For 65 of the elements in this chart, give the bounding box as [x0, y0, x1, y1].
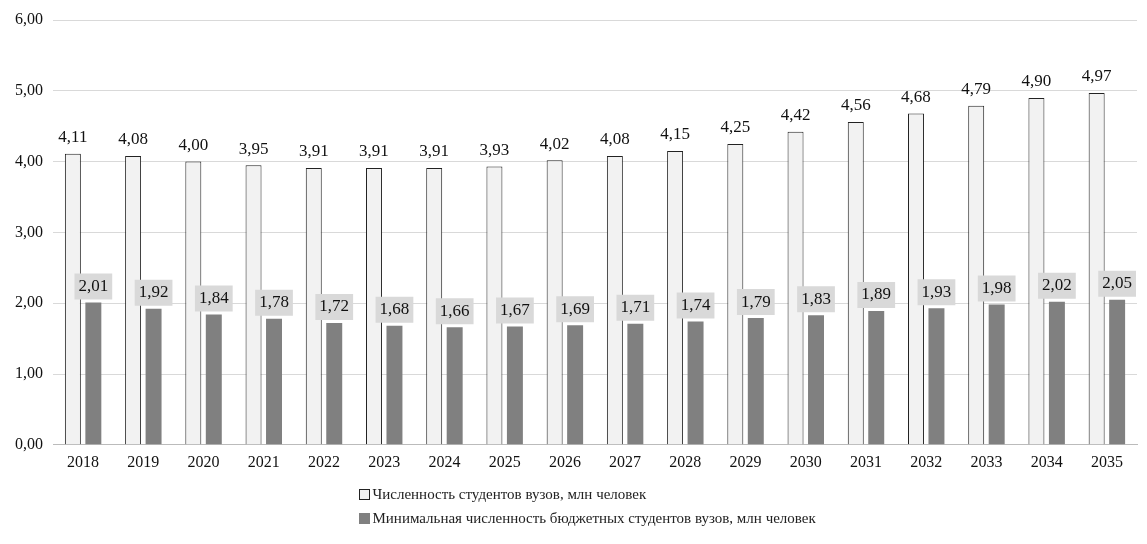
data-label: 4,00 [178, 135, 209, 155]
x-tick-label: 2027 [609, 452, 642, 470]
data-label: 4,97 [1081, 66, 1113, 86]
data-label: 1,93 [921, 281, 952, 301]
data-label: 1,68 [379, 299, 410, 319]
bar [326, 323, 343, 445]
data-label: 1,78 [259, 292, 289, 312]
legend-label: Минимальная численность бюджетных студентов вузов, млн человек [372, 509, 816, 527]
data-label: 3,91 [359, 141, 389, 161]
data-label: 1,89 [861, 284, 892, 304]
x-tick-label: 2025 [488, 452, 521, 470]
data-label: 1,72 [319, 296, 350, 316]
data-label: 1,92 [138, 282, 169, 302]
x-tick-label: 2032 [910, 452, 943, 470]
data-label: 3,93 [479, 140, 510, 160]
data-label: 4,68 [901, 86, 931, 106]
data-label: 1,98 [981, 278, 1012, 298]
data-label: 4,11 [58, 127, 88, 147]
data-label: 1,79 [740, 291, 771, 311]
data-label: 2,02 [1042, 275, 1072, 295]
data-label: 4,56 [840, 95, 871, 115]
data-label: 3,95 [238, 138, 269, 158]
x-tick-label: 2019 [127, 452, 160, 470]
data-label: 4,25 [720, 117, 751, 137]
x-tick-label: 2022 [308, 452, 340, 470]
x-tick-label: 2033 [970, 452, 1003, 470]
bar [747, 318, 764, 445]
data-label: 4,42 [780, 105, 811, 125]
data-label: 1,71 [620, 297, 651, 317]
data-label: 4,15 [660, 124, 690, 144]
x-tick-label: 2028 [669, 452, 702, 470]
y-tick-label: 6,00 [15, 10, 43, 28]
x-tick-label: 2034 [1030, 452, 1063, 470]
y-tick-label: 4,00 [15, 151, 43, 169]
text: Численность студентов вузов, млн человек [372, 485, 647, 503]
x-tick-label: 2023 [368, 452, 401, 470]
y-tick-label: 0,00 [15, 435, 43, 452]
data-label: 3,91 [419, 141, 450, 161]
data-label: 1,84 [198, 288, 230, 307]
x-tick-label: 2035 [1090, 452, 1123, 470]
x-tick-label: 2026 [548, 452, 581, 470]
y-tick-label: 1,00 [15, 364, 43, 382]
data-label: 1,69 [560, 298, 590, 318]
data-label: 2,05 [1102, 273, 1132, 293]
data-label: 1,67 [500, 300, 531, 320]
data-label: 1,74 [680, 295, 711, 315]
data-label: 4,79 [961, 79, 992, 99]
y-tick-label: 3,00 [15, 222, 43, 240]
data-label: 4,08 [600, 129, 630, 149]
x-tick-label: 2020 [187, 452, 220, 470]
x-tick-label: 2024 [428, 452, 461, 470]
data-label: 1,66 [439, 300, 470, 320]
y-tick-label: 5,00 [15, 81, 43, 98]
data-label: 2,01 [78, 275, 109, 295]
x-tick-label: 2031 [850, 452, 882, 470]
x-tick-label: 2030 [789, 452, 822, 470]
data-label: 3,91 [298, 141, 329, 161]
data-label: 4,08 [118, 129, 148, 149]
x-tick-label: 2021 [247, 452, 280, 470]
y-tick-label: 2,00 [15, 293, 43, 311]
x-tick-label: 2018 [67, 452, 100, 470]
x-tick-label: 2029 [729, 452, 762, 470]
data-label: 4,90 [1021, 71, 1052, 91]
data-label: 4,02 [539, 133, 570, 153]
data-label: 1,83 [801, 288, 831, 308]
